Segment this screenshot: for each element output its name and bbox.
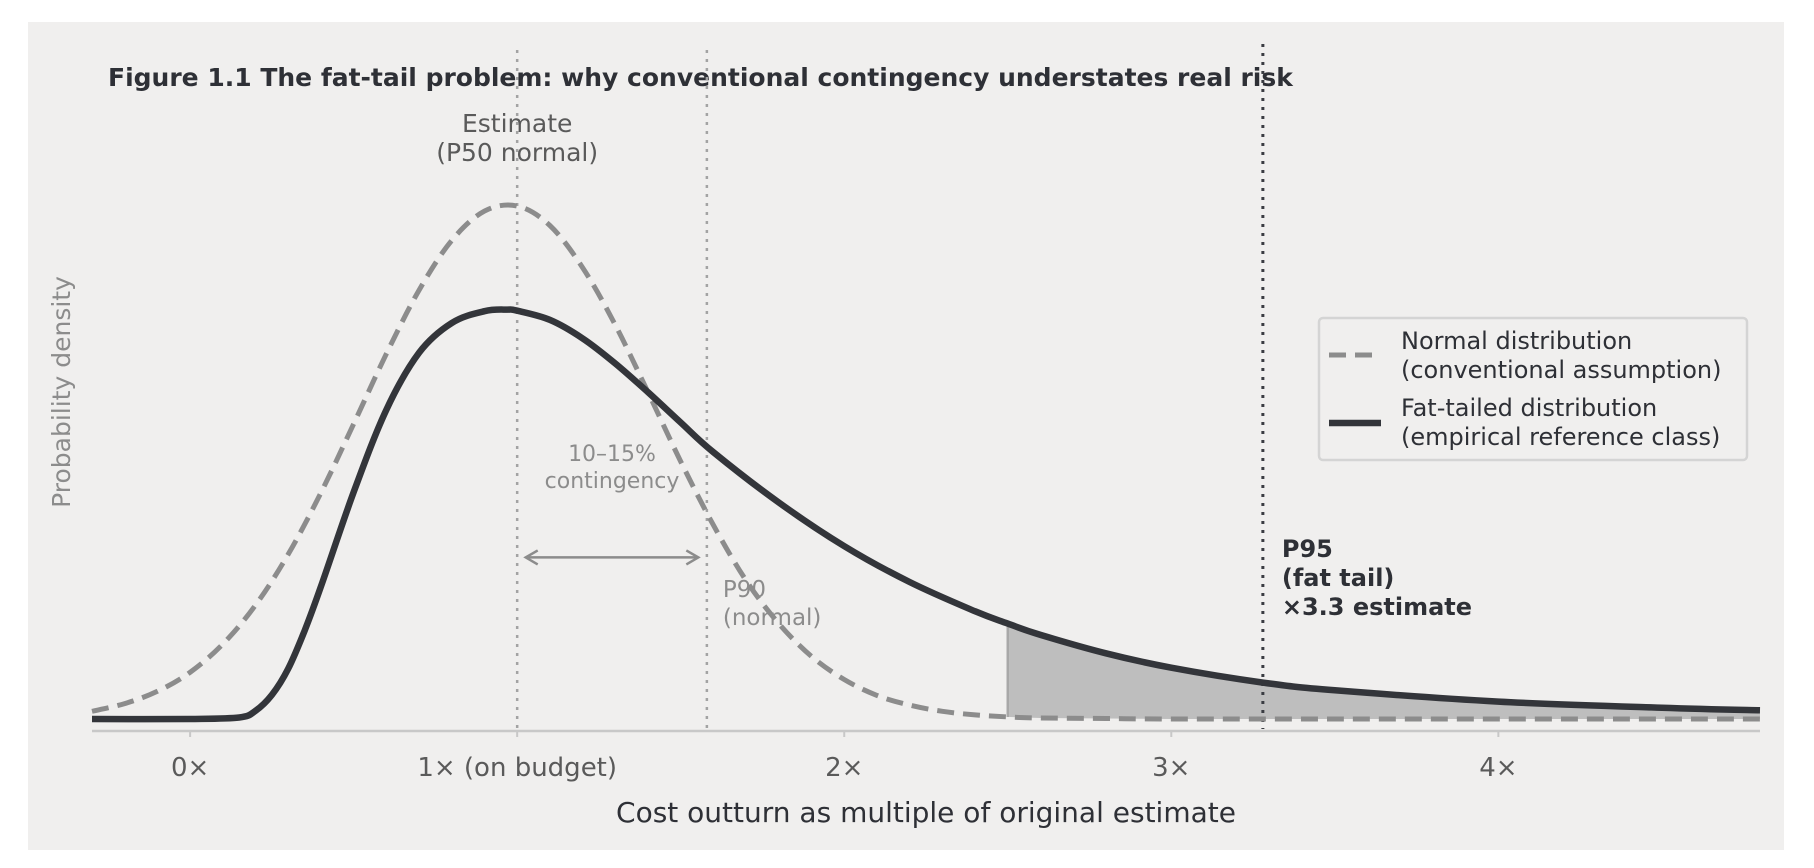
- series-normal-line: [91, 202, 1760, 722]
- legend-label-fat-tailed: Fat-tailed distribution (empirical refere…: [1401, 394, 1720, 451]
- x-tick-label: 2×: [825, 753, 863, 783]
- x-tick-label: 1× (on budget): [417, 753, 617, 783]
- x-tick-label: 4×: [1479, 753, 1517, 783]
- p95-fat-tail-label: P95 (fat tail) ×3.3 estimate: [1282, 535, 1472, 621]
- tail-shade-layer: [1006, 623, 1760, 719]
- x-tick-label: 3×: [1152, 753, 1190, 783]
- series-fat-tailed-line: [91, 306, 1761, 723]
- p90-normal-label: P90 (normal): [723, 577, 822, 631]
- x-tick-label: 0×: [171, 753, 209, 783]
- y-axis-label: Probability density: [47, 276, 76, 508]
- chart-title: Figure 1.1 The fat-tail problem: why con…: [108, 63, 1294, 92]
- legend-box: [1317, 316, 1749, 462]
- legend: Normal distribution (conventional assumpt…: [1317, 316, 1749, 462]
- contingency-label: 10–15% contingency: [545, 442, 680, 494]
- tail-risk-shaded-area: [1007, 623, 1760, 719]
- legend-label-normal: Normal distribution (conventional assumpt…: [1401, 327, 1721, 384]
- x-axis-label: Cost outturn as multiple of original est…: [616, 796, 1236, 829]
- contingency-arrow-right-head: [685, 549, 701, 566]
- reference-lines-layer: [515, 44, 1265, 729]
- x-axis: 0× 1× (on budget) 2× 3× 4×: [92, 729, 1760, 783]
- annotations-layer: Estimate (P50 normal) P90 (normal) P95 (fat t…: [436, 109, 1472, 631]
- series-layer: [91, 202, 1761, 723]
- contingency-arrow-left-head: [523, 549, 539, 566]
- estimate-label: Estimate (P50 normal): [436, 109, 598, 167]
